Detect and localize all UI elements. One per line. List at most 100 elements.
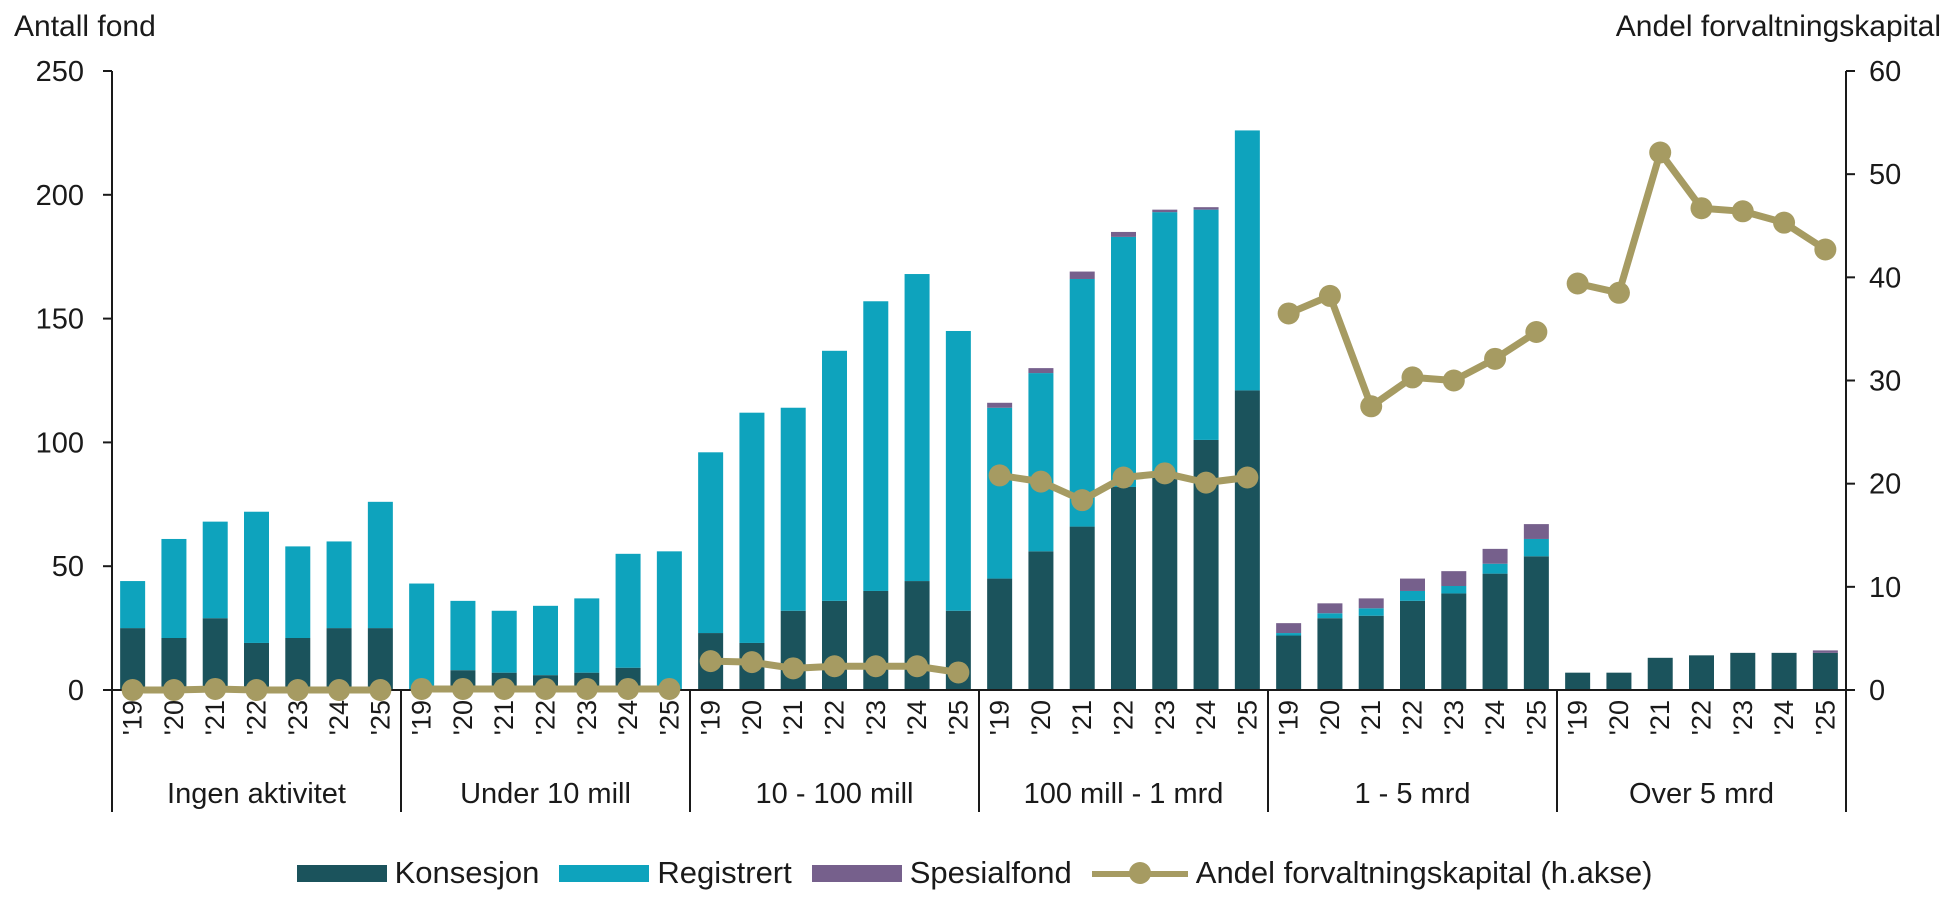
- andel-point: [1566, 272, 1589, 295]
- x-tick-label: '25: [654, 700, 684, 735]
- andel-point: [1029, 470, 1052, 493]
- bar-registrert: [1482, 563, 1508, 574]
- bar-registrert: [1152, 212, 1178, 473]
- x-tick-label: '20: [1026, 700, 1056, 735]
- left-axis-title: Antall fond: [14, 10, 156, 43]
- right-tick-label: 20: [1869, 469, 1901, 501]
- bar-registrert: [285, 546, 311, 639]
- x-tick-label: '24: [902, 700, 932, 735]
- bar-registrert: [1111, 236, 1136, 487]
- andel-point: [1401, 366, 1424, 389]
- legend-label-andel: Andel forvaltningskapital (h.akse): [1195, 855, 1653, 890]
- bar-spesialfond: [1152, 209, 1178, 213]
- bar-konsesjon: [1730, 652, 1756, 690]
- legend-swatch-konsesjon: [296, 864, 387, 882]
- legend-item-spesialfond: Spesialfond: [811, 855, 1072, 891]
- x-tick-label: '21: [489, 700, 519, 735]
- bar-registrert: [1234, 130, 1260, 391]
- bar-konsesjon: [1111, 486, 1136, 690]
- andel-point: [617, 677, 640, 700]
- bar-konsesjon: [1276, 635, 1302, 690]
- andel-point: [782, 657, 805, 680]
- andel-point: [451, 677, 474, 700]
- x-tick-label: '22: [820, 700, 850, 735]
- x-tick-label: '19: [407, 700, 437, 735]
- andel-point: [1690, 197, 1713, 220]
- bar-konsesjon: [1234, 390, 1260, 690]
- andel-point: [823, 655, 846, 678]
- bar-spesialfond: [1317, 603, 1343, 614]
- group-label: 1 - 5 mrd: [1354, 778, 1470, 810]
- bar-spesialfond: [1523, 524, 1549, 539]
- andel-point: [1360, 395, 1383, 418]
- bar-konsesjon: [1441, 593, 1467, 690]
- bar-registrert: [1276, 633, 1302, 636]
- bar-konsesjon: [1028, 551, 1054, 690]
- group-label: 100 mill - 1 mrd: [1024, 778, 1224, 810]
- bar-spesialfond: [1441, 571, 1467, 587]
- bar-konsesjon: [1565, 672, 1591, 690]
- andel-point: [369, 679, 392, 701]
- bar-konsesjon: [1689, 655, 1714, 690]
- andel-point: [1731, 200, 1754, 223]
- andel-point: [740, 651, 763, 674]
- right-tick-label: 30: [1869, 366, 1901, 398]
- x-tick-label: '25: [1810, 700, 1840, 735]
- andel-point: [1525, 321, 1548, 344]
- x-tick-label: '25: [365, 700, 395, 735]
- bar-registrert: [656, 551, 682, 690]
- x-tick-label: '20: [737, 700, 767, 735]
- bar-konsesjon: [1358, 615, 1384, 690]
- bar-registrert: [491, 610, 517, 673]
- x-tick-label: '23: [572, 700, 602, 735]
- bar-spesialfond: [1482, 548, 1508, 564]
- bar-spesialfond: [987, 402, 1013, 408]
- andel-point: [1814, 238, 1837, 261]
- x-tick-label: '19: [696, 700, 726, 735]
- bar-registrert: [161, 538, 187, 639]
- bar-registrert: [904, 274, 930, 582]
- x-tick-label: '21: [1067, 700, 1097, 735]
- bar-konsesjon: [1400, 600, 1425, 690]
- bar-spesialfond: [1358, 598, 1384, 609]
- bar-konsesjon: [1317, 618, 1343, 690]
- x-tick-label: '19: [1563, 700, 1593, 735]
- bar-registrert: [1028, 373, 1054, 552]
- andel-point: [121, 679, 144, 701]
- andel-point: [575, 677, 598, 700]
- x-tick-label: '23: [861, 700, 891, 735]
- andel-point: [1442, 369, 1465, 392]
- bar-registrert: [863, 301, 889, 591]
- bar-registrert: [1317, 613, 1343, 619]
- legend-label-konsesjon: Konsesjon: [394, 855, 540, 890]
- bar-konsesjon: [1523, 556, 1549, 690]
- andel-point: [410, 677, 433, 700]
- andel-point: [864, 655, 887, 678]
- andel-point: [1607, 281, 1630, 304]
- left-tick-label: 250: [36, 56, 84, 88]
- x-tick-label: '23: [1439, 700, 1469, 735]
- bar-registrert: [1069, 278, 1095, 527]
- bar-konsesjon: [1482, 573, 1508, 690]
- bar-registrert: [945, 330, 971, 611]
- andel-point: [286, 679, 309, 701]
- bar-registrert: [1358, 608, 1384, 616]
- bar-registrert: [780, 407, 806, 611]
- bar-registrert: [409, 583, 435, 690]
- bar-konsesjon: [987, 578, 1013, 690]
- andel-point: [988, 464, 1011, 487]
- bar-konsesjon: [1812, 652, 1838, 690]
- andel-point: [1277, 302, 1300, 325]
- bar-registrert: [615, 553, 641, 668]
- bar-spesialfond: [1812, 650, 1838, 653]
- x-tick-label: '20: [448, 700, 478, 735]
- legend-swatch-spesialfond: [811, 864, 902, 882]
- x-tick-label: '19: [118, 700, 148, 735]
- bar-registrert: [822, 350, 847, 601]
- left-tick-label: 50: [52, 551, 84, 583]
- x-tick-label: '25: [1232, 700, 1262, 735]
- legend-item-konsesjon: Konsesjon: [296, 855, 540, 891]
- bar-spesialfond: [1069, 271, 1095, 279]
- andel-point: [947, 661, 970, 684]
- group-label: Ingen aktivitet: [167, 778, 346, 810]
